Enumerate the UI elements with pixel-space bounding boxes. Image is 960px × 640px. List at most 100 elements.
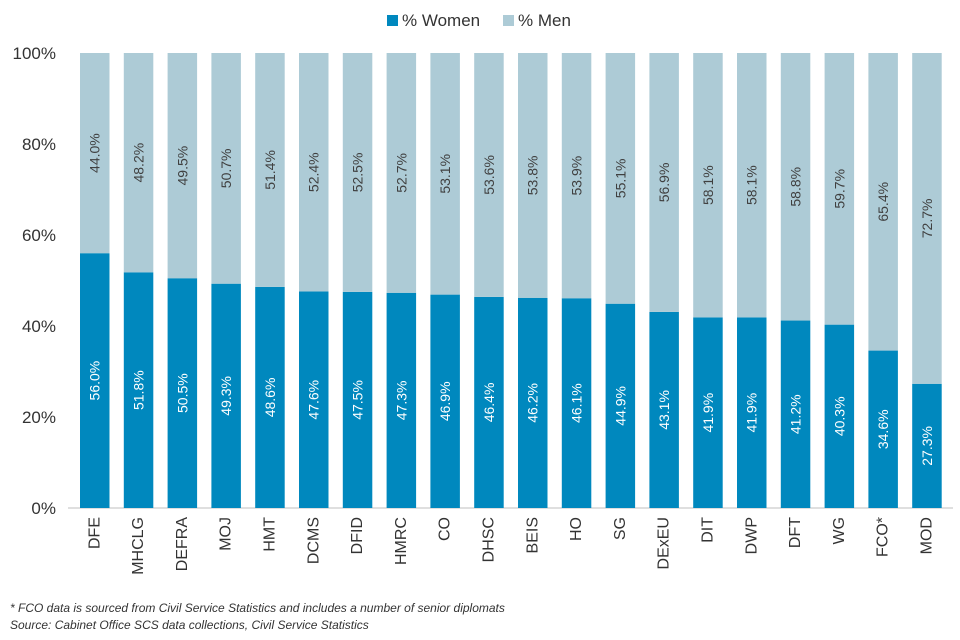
data-label-women: 48.6% [262, 378, 278, 418]
data-label-men: 58.1% [744, 165, 760, 205]
bar-women-dit [693, 317, 723, 508]
data-label-men: 49.5% [174, 146, 190, 186]
data-label-men: 48.2% [131, 143, 147, 183]
data-label-women: 46.1% [569, 383, 585, 423]
bar-women-co [430, 294, 460, 508]
bar-women-wg [824, 324, 855, 508]
x-tick-label: DFT [787, 517, 804, 548]
bar-women-hmt [255, 286, 285, 508]
y-tick-label: 20% [22, 408, 56, 427]
x-tick-label: DCMS [305, 517, 322, 564]
bar-men-dft [780, 53, 811, 321]
bar-men-co [430, 53, 460, 295]
data-label-women: 44.9% [612, 386, 628, 426]
data-label-women: 43.1% [656, 390, 672, 430]
bar-women-hmrc [386, 292, 417, 508]
bar-women-beis [518, 297, 548, 508]
x-tick-label: DWP [743, 517, 760, 554]
data-label-women: 47.3% [393, 381, 409, 421]
bar-women-dhsc [474, 296, 504, 508]
x-tick-label: DEFRA [174, 517, 191, 572]
x-tick-label: WG [831, 517, 848, 545]
bar-women-moj [211, 283, 241, 508]
bar-men-dfid [342, 53, 373, 292]
data-label-women: 41.9% [700, 393, 716, 433]
data-label-men: 58.1% [700, 165, 716, 205]
data-label-women: 46.9% [437, 381, 453, 421]
bar-women-mod [912, 383, 942, 508]
data-label-women: 46.4% [481, 383, 497, 423]
bar-men-sg [605, 53, 636, 304]
data-label-men: 52.4% [306, 152, 322, 192]
bar-women-mhclg [123, 272, 154, 508]
legend-label-men: % Men [518, 11, 571, 30]
data-label-women: 50.5% [174, 373, 190, 413]
bar-women-fco [868, 350, 898, 508]
x-tick-label: HMT [261, 517, 278, 552]
data-label-men: 72.7% [919, 199, 935, 239]
bar-men-mhclg [123, 53, 154, 273]
y-tick-label: 100% [13, 44, 56, 63]
bar-men-wg [824, 53, 855, 325]
x-tick-label: DFID [349, 517, 366, 554]
x-tick-label: MOD [918, 517, 935, 554]
data-label-women: 27.3% [919, 426, 935, 466]
legend-swatch-women [387, 15, 398, 26]
bar-women-dfe [80, 253, 110, 508]
x-tick-label: FCO* [875, 517, 892, 557]
y-tick-label: 0% [31, 499, 56, 518]
bar-women-dft [780, 320, 811, 508]
bar-men-dhsc [474, 53, 504, 297]
data-label-women: 56.0% [87, 361, 103, 401]
bar-women-dwp [737, 317, 767, 508]
data-label-women: 46.2% [525, 383, 541, 423]
x-tick-label: DIT [699, 517, 716, 543]
bar-men-dexeu [649, 53, 679, 312]
bar-men-ho [561, 53, 592, 299]
bar-men-defra [167, 53, 198, 279]
x-tick-label: DHSC [480, 517, 497, 562]
bar-women-sg [605, 303, 636, 508]
data-label-women: 49.3% [218, 376, 234, 416]
data-label-men: 59.7% [831, 169, 847, 209]
legend-label-women: % Women [402, 11, 480, 30]
bar-men-dcms [299, 53, 329, 292]
x-tick-label: HO [568, 517, 585, 541]
y-tick-label: 60% [22, 226, 56, 245]
bar-women-dcms [299, 291, 329, 508]
data-label-women: 41.9% [744, 393, 760, 433]
x-tick-label: DFE [86, 517, 103, 549]
bar-women-defra [167, 278, 198, 508]
data-label-men: 65.4% [875, 182, 891, 222]
x-tick-label: CO [437, 517, 454, 541]
bar-men-mod [912, 53, 942, 384]
x-tick-label: MOJ [218, 517, 235, 551]
bar-men-dfe [80, 53, 110, 254]
bar-women-dfid [342, 291, 373, 508]
data-label-men: 55.1% [612, 159, 628, 199]
y-tick-label: 40% [22, 317, 56, 336]
data-label-men: 53.8% [525, 156, 541, 196]
data-label-women: 40.3% [831, 396, 847, 436]
x-tick-label: BEIS [524, 517, 541, 553]
data-label-women: 47.6% [306, 380, 322, 420]
bar-men-hmrc [386, 53, 417, 293]
x-tick-label: MHCLG [130, 517, 147, 575]
data-label-men: 53.1% [437, 154, 453, 194]
data-label-women: 47.5% [350, 380, 366, 420]
x-tick-label: DExEU [656, 517, 673, 569]
data-label-men: 44.0% [87, 133, 103, 173]
data-label-women: 34.6% [875, 409, 891, 449]
data-label-men: 50.7% [218, 148, 234, 188]
data-label-men: 52.7% [393, 153, 409, 193]
fco-footnote: * FCO data is sourced from Civil Service… [10, 601, 505, 615]
data-label-men: 53.9% [569, 156, 585, 196]
bar-women-dexeu [649, 311, 679, 508]
bar-women-ho [561, 298, 592, 508]
data-label-women: 51.8% [131, 370, 147, 410]
data-label-men: 52.5% [350, 153, 366, 193]
bar-men-moj [211, 53, 241, 284]
x-tick-label: HMRC [393, 517, 410, 565]
source-note: Source: Cabinet Office SCS data collecti… [10, 618, 369, 632]
